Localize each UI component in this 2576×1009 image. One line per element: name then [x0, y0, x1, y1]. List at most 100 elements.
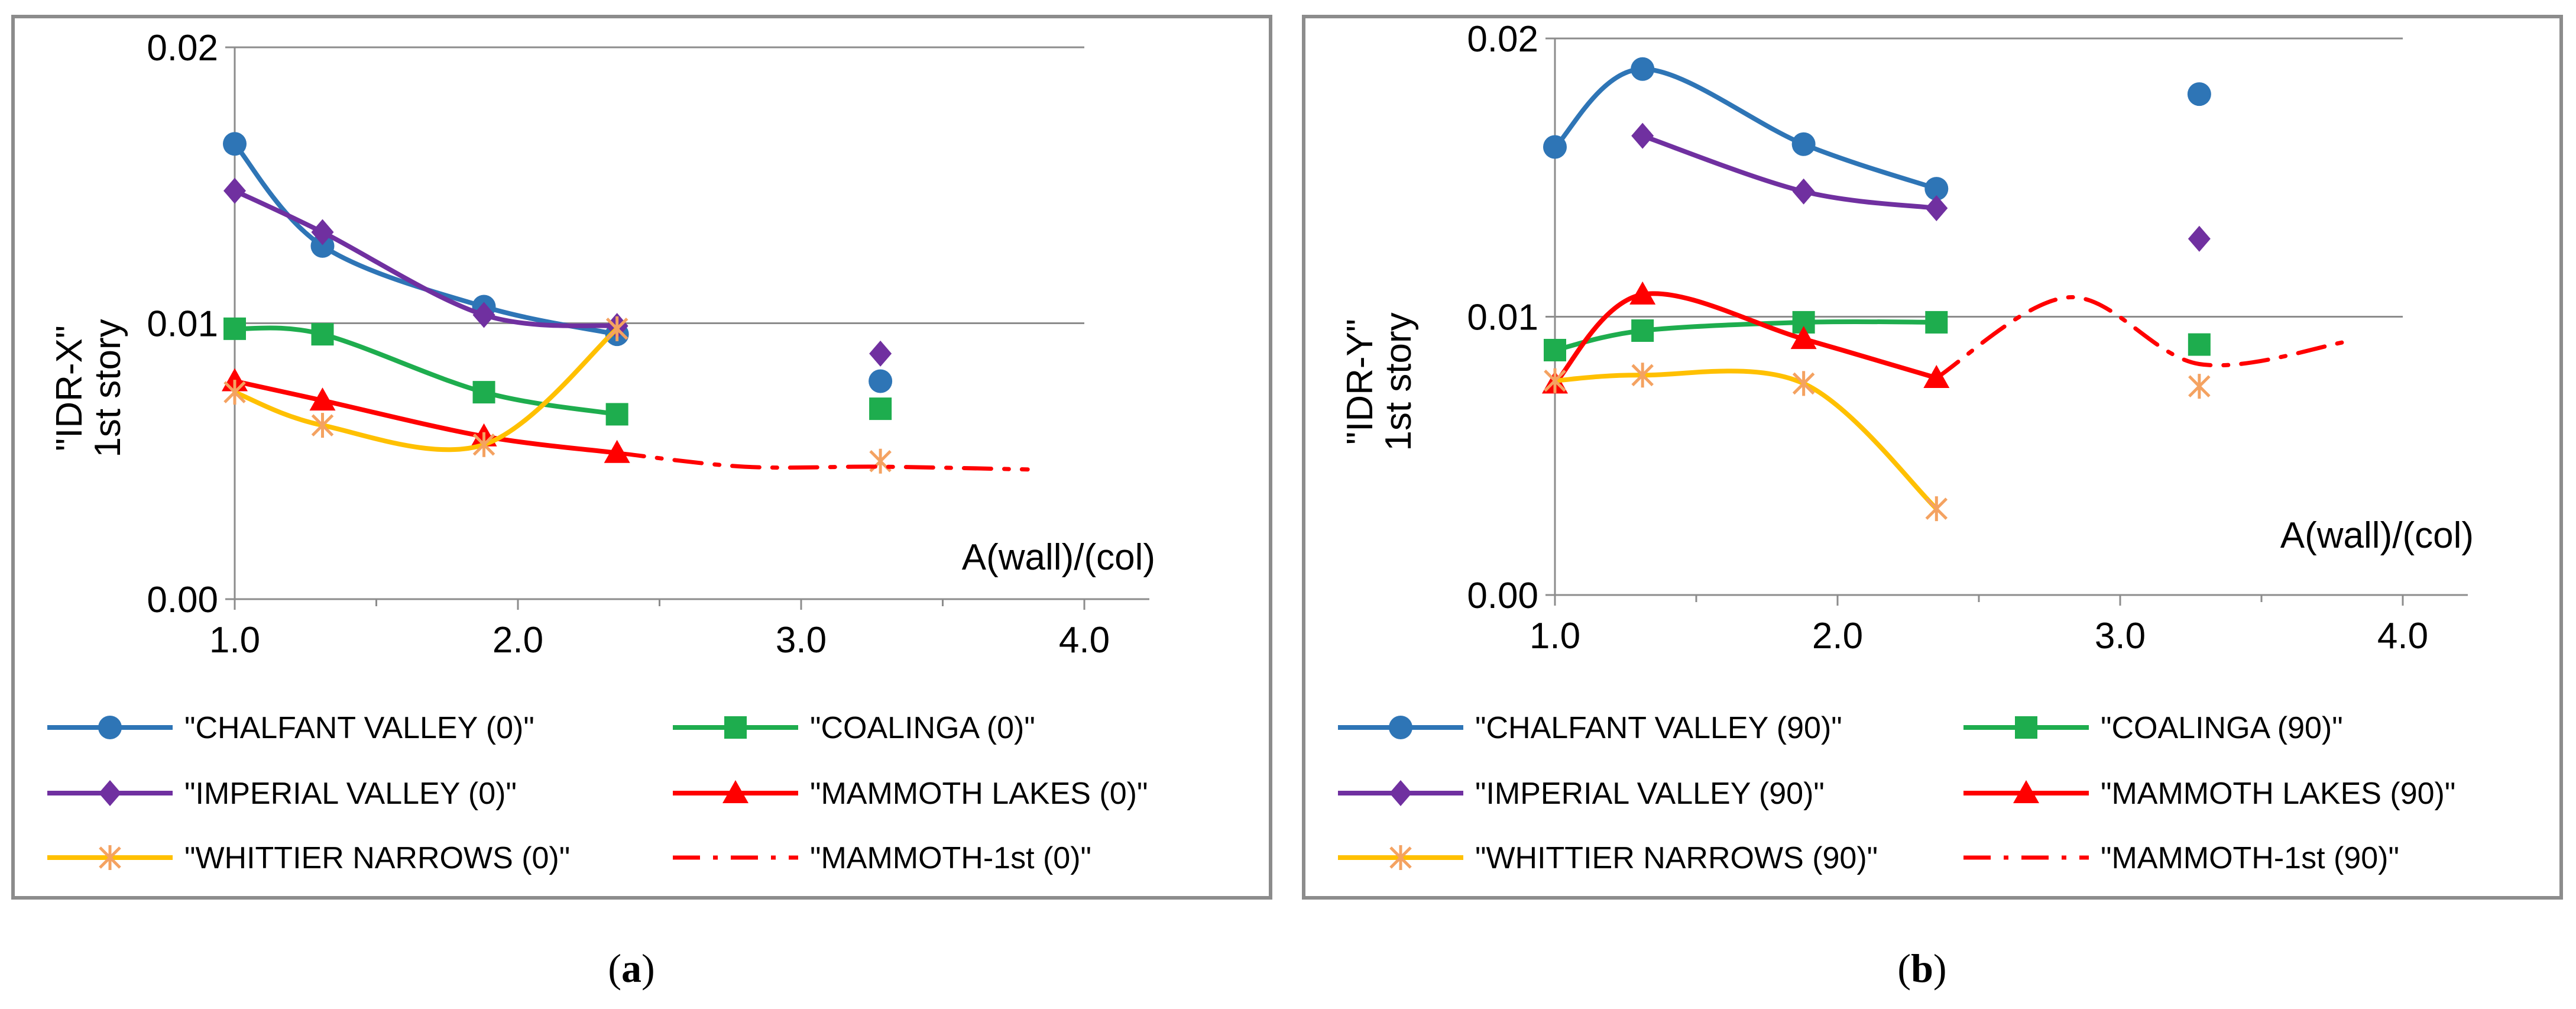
legend-label: "IMPERIAL VALLEY (0)" — [184, 777, 517, 811]
axes — [1545, 37, 2468, 606]
legend-label: "COALINGA (0)" — [810, 711, 1035, 745]
data-point — [1791, 132, 1816, 156]
series-coalinga-0 — [223, 317, 892, 426]
series-mammoth-1st-0 — [615, 451, 1030, 472]
series-line — [232, 379, 620, 455]
data-point — [311, 413, 334, 438]
legend-label: "MAMMOTH-1st (90)" — [2101, 841, 2399, 875]
data-point — [223, 177, 246, 204]
series-whittier-narrows-90 — [1544, 363, 2211, 522]
data-point — [1925, 496, 1948, 522]
y-axis-label-2: 1st story — [88, 319, 128, 457]
legend-label: "IMPERIAL VALLEY (90)" — [1475, 777, 1825, 811]
y-axis-label-2: 1st story — [1378, 312, 1419, 451]
x-tick-labels: 1.0 2.0 3.0 4.0 — [1530, 616, 2428, 657]
y-tick-label: 0.01 — [1467, 297, 1538, 338]
legend-item-coalinga-90: "COALINGA (90)" — [1963, 711, 2343, 745]
data-point — [1631, 122, 1654, 149]
data-point-extra — [869, 397, 892, 421]
legend-label: "MAMMOTH-1st (0)" — [810, 841, 1091, 875]
data-point — [223, 317, 246, 340]
legend-label: "CHALFANT VALLEY (90)" — [1475, 711, 1842, 745]
series-line — [232, 326, 620, 452]
legend-item-whittier-narrows-90: "WHITTIER NARROWS (90)" — [1338, 841, 1878, 875]
series-coalinga-90 — [1544, 311, 2211, 361]
y-tick-label: 0.02 — [1467, 19, 1538, 60]
series-line — [232, 325, 620, 417]
data-point — [1792, 178, 1815, 205]
y-tick-label: 0.00 — [147, 580, 218, 620]
x-tick-labels: 1.0 2.0 3.0 4.0 — [209, 620, 1110, 661]
legend-label: "MAMMOTH LAKES (0)" — [810, 777, 1148, 811]
data-point — [1543, 135, 1567, 159]
caption-close-paren: ) — [1933, 946, 1947, 991]
data-point-extra — [869, 448, 892, 474]
x-tick-label: 1.0 — [209, 620, 260, 661]
series-line — [1553, 66, 1939, 192]
caption-letter: a — [621, 946, 641, 991]
legend-marker — [2013, 780, 2039, 803]
legend-item-whittier-narrows-0: "WHITTIER NARROWS (0)" — [47, 841, 570, 875]
legend-marker — [98, 716, 122, 739]
panel-a-frame — [11, 15, 1272, 900]
data-point — [311, 323, 334, 346]
data-point — [1792, 371, 1815, 396]
data-point — [1631, 363, 1654, 388]
series-imperial-valley-90 — [1631, 122, 2211, 252]
series-line — [1553, 319, 1939, 352]
panel-b: 0.000.010.02 1.0 2.0 3.0 4.0 A(wall)/(col) … — [1338, 19, 2474, 991]
data-point — [1790, 326, 1817, 350]
caption-open-paren: ( — [1897, 946, 1911, 991]
panel-caption: (a) — [608, 946, 654, 991]
legend-item-chalfant-valley-0: "CHALFANT VALLEY (0)" — [47, 711, 534, 745]
data-point — [605, 316, 628, 341]
data-point — [472, 381, 495, 404]
data-point-extra — [2188, 333, 2211, 356]
caption-letter: b — [1911, 946, 1933, 991]
data-point — [311, 219, 334, 245]
legend-marker — [2015, 716, 2037, 739]
legend-item-imperial-valley-90: "IMPERIAL VALLEY (90)" — [1338, 777, 1825, 811]
data-point — [223, 132, 247, 156]
series-chalfant-valley-90 — [1543, 57, 2211, 201]
data-point — [1631, 319, 1654, 342]
data-point — [472, 432, 495, 457]
series-line — [615, 451, 1030, 472]
series-line — [1934, 295, 2348, 380]
legend-item-chalfant-valley-90: "CHALFANT VALLEY (90)" — [1338, 711, 1842, 745]
series-mammoth-1st-90 — [1934, 295, 2348, 380]
legend: "CHALFANT VALLEY (90)" "COALINGA (90)" "IM… — [1338, 711, 2455, 875]
panel-caption: (b) — [1897, 946, 1946, 991]
data-point-extra — [2188, 225, 2211, 252]
series-line — [1553, 291, 1939, 386]
data-point-extra — [869, 340, 892, 367]
data-point — [309, 387, 336, 411]
series-group — [1542, 57, 2348, 522]
series-line — [232, 188, 620, 329]
annotation-label: A(wall)/(col) — [2280, 515, 2474, 556]
series-chalfant-valley-0 — [223, 132, 893, 393]
data-point — [472, 302, 495, 328]
x-tick-label: 4.0 — [1059, 620, 1110, 661]
data-point — [605, 403, 628, 426]
legend-item-imperial-valley-0: "IMPERIAL VALLEY (0)" — [47, 777, 517, 811]
x-tick-label: 3.0 — [2095, 616, 2146, 657]
legend-label: "COALINGA (90)" — [2101, 711, 2343, 745]
legend-marker — [722, 780, 749, 803]
legend-item-mammoth-lakes-0: "MAMMOTH LAKES (0)" — [673, 777, 1148, 811]
y-tick-label: 0.00 — [1467, 575, 1538, 616]
annotation-label: A(wall)/(col) — [962, 537, 1155, 578]
x-tick-label: 4.0 — [2377, 616, 2428, 657]
data-point-extra — [2188, 374, 2211, 399]
data-point — [1924, 177, 1949, 201]
legend-label: "WHITTIER NARROWS (90)" — [1475, 841, 1878, 875]
panel-b-frame — [1302, 15, 2563, 900]
legend-item-mammoth-lakes-90: "MAMMOTH LAKES (90)" — [1963, 777, 2455, 811]
data-point — [1631, 57, 1655, 81]
y-axis-label: "IDR-X" — [49, 325, 90, 451]
series-imperial-valley-0 — [223, 177, 892, 367]
caption-open-paren: ( — [608, 946, 621, 991]
y-tick-labels: 0.00 0.01 0.02 — [147, 28, 218, 620]
series-line — [1640, 133, 1939, 211]
